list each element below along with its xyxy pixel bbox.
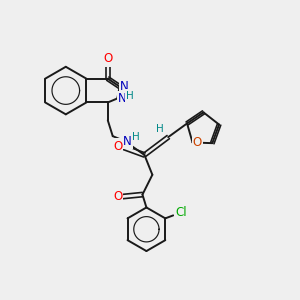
- Text: N: N: [120, 80, 129, 93]
- Text: H: H: [132, 132, 140, 142]
- Text: H: H: [126, 91, 134, 100]
- Text: O: O: [103, 52, 112, 65]
- Text: O: O: [113, 140, 122, 152]
- Text: O: O: [113, 190, 122, 203]
- Text: O: O: [193, 136, 202, 149]
- Text: N: N: [118, 92, 127, 105]
- Text: H: H: [156, 124, 164, 134]
- Text: N: N: [123, 135, 132, 148]
- Text: Cl: Cl: [175, 206, 187, 219]
